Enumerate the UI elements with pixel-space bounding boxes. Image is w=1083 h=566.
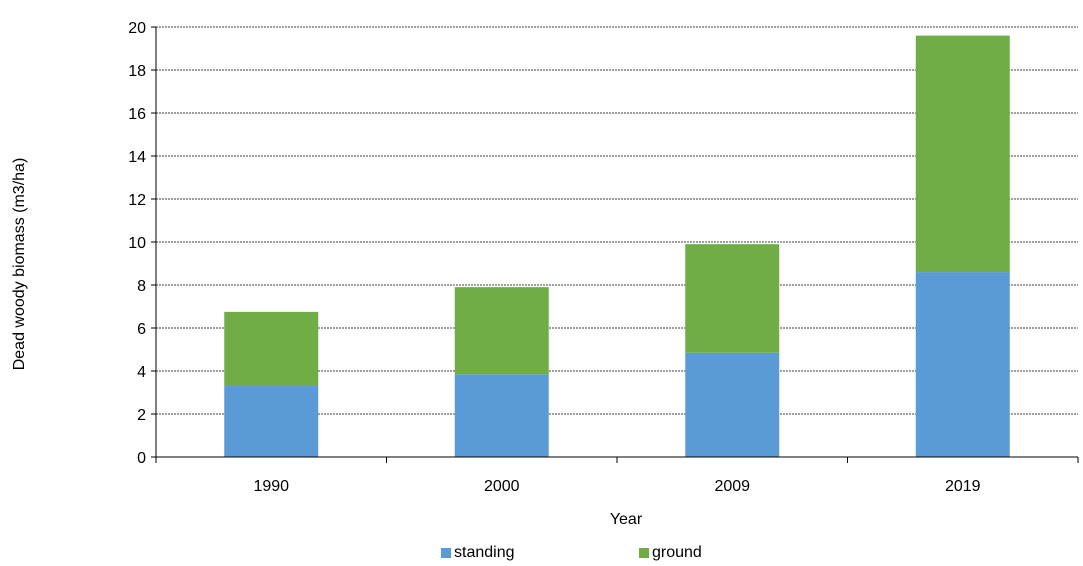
legend: standing ground [0,543,1083,565]
y-tick-label: 6 [137,321,146,338]
y-tick-label: 18 [128,63,146,80]
x-tick-label: 2009 [714,478,750,495]
legend-item-ground: ground [639,543,702,563]
bar-ground-2009 [685,244,780,353]
y-tick-labels: 0 2 4 6 8 10 12 14 16 18 20 [128,20,156,467]
legend-label-standing: standing [454,544,515,561]
bar-ground-2019 [915,35,1010,273]
y-tick-label: 10 [128,235,146,252]
x-tick-label: 1990 [253,478,289,495]
x-axis-title: Year [610,511,643,528]
y-tick-label: 14 [128,149,146,166]
legend-item-standing: standing [441,543,515,563]
bar-standing-1990 [224,386,319,457]
bar-ground-1990 [224,311,319,387]
legend-label-ground: ground [652,544,702,561]
bars [224,35,1010,457]
x-tick-labels: 1990 2000 2009 2019 [253,478,980,495]
legend-swatch-ground [639,548,649,558]
legend-swatch-standing [441,548,451,558]
bar-standing-2019 [915,272,1010,457]
y-tick-label: 2 [137,407,146,424]
y-tick-label: 16 [128,106,146,123]
y-tick-label: 12 [128,192,146,209]
y-tick-label: 20 [128,20,146,37]
bar-standing-2009 [685,352,780,457]
bar-ground-2000 [454,287,549,375]
y-tick-label: 0 [137,450,146,467]
bar-standing-2000 [454,374,549,457]
x-tick-label: 2000 [484,478,520,495]
y-axis-title: Dead woody biomass (m3/ha) [11,158,28,371]
y-tick-label: 4 [137,364,146,381]
x-tick-label: 2019 [945,478,981,495]
y-tick-label: 8 [137,278,146,295]
